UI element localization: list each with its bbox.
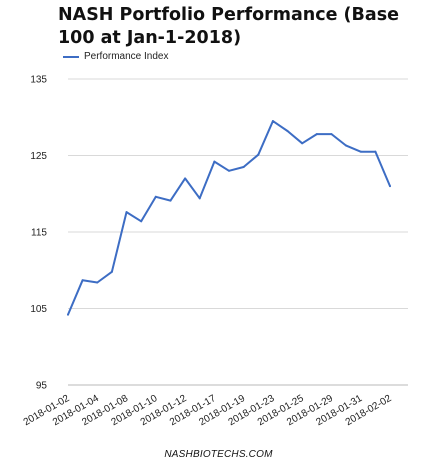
- data-point: [184, 177, 187, 180]
- data-point: [213, 160, 216, 163]
- data-point: [271, 120, 274, 123]
- series-line: [67, 120, 391, 316]
- data-point: [81, 279, 84, 282]
- data-point: [169, 199, 172, 202]
- data-point: [330, 133, 333, 136]
- data-point: [198, 197, 201, 200]
- legend: Performance Index: [63, 51, 169, 62]
- gridlines: [68, 78, 408, 386]
- data-point: [242, 165, 245, 168]
- y-tick-label: 95: [36, 381, 48, 392]
- data-point: [140, 220, 143, 223]
- data-point: [67, 313, 69, 316]
- footer-source: NASHBIOTECHS.COM: [164, 449, 273, 460]
- data-point: [301, 142, 304, 145]
- y-tick-label: 125: [30, 151, 47, 162]
- legend-label: Performance Index: [84, 51, 169, 62]
- y-axis-ticks: 95 105 115 125 135: [30, 75, 47, 392]
- data-point: [359, 150, 362, 153]
- data-point: [125, 211, 128, 214]
- y-tick-label: 135: [30, 75, 47, 86]
- data-point: [96, 281, 99, 284]
- y-tick-label: 105: [30, 304, 47, 315]
- data-point: [228, 169, 230, 172]
- x-axis-ticks: 2018-01-022018-01-042018-01-082018-01-10…: [22, 393, 394, 428]
- chart-title: NASH Portfolio Performance (Base 100 at …: [58, 5, 399, 48]
- data-point: [389, 185, 391, 188]
- data-series: [67, 120, 391, 316]
- data-point: [154, 195, 157, 198]
- legend-swatch: [63, 55, 79, 58]
- data-point: [374, 150, 377, 153]
- y-tick-label: 115: [31, 228, 47, 239]
- data-point: [286, 130, 289, 133]
- data-point: [345, 144, 348, 147]
- data-point: [257, 153, 260, 156]
- data-point: [110, 270, 113, 273]
- data-point: [315, 133, 318, 136]
